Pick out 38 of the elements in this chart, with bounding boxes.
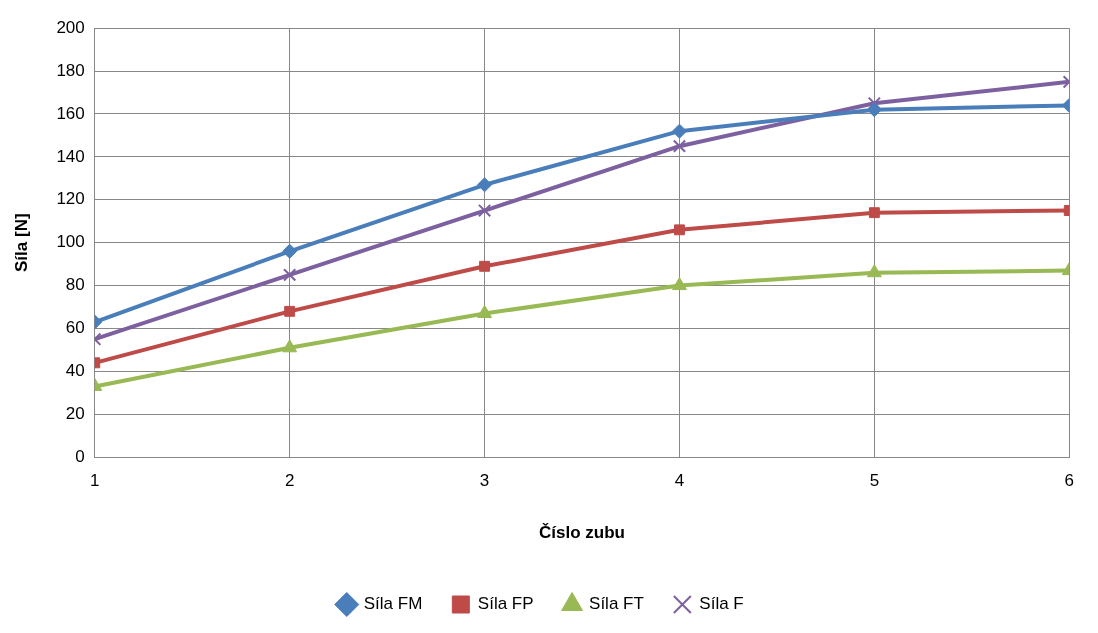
point	[282, 243, 298, 259]
point	[866, 102, 882, 118]
legend-label: Síla FP	[477, 594, 534, 614]
x-tick-label: 3	[479, 471, 490, 491]
y-axis-title: Síla [N]	[11, 213, 31, 272]
y-tick-label: 60	[65, 318, 85, 338]
y-tick-label: 100	[56, 232, 85, 252]
y-tick-label: 140	[56, 146, 85, 166]
point	[674, 224, 685, 236]
point	[284, 305, 296, 317]
x-tick-label: 6	[1064, 471, 1075, 491]
x-axis-title: Číslo zubu	[539, 523, 625, 543]
y-tick-label: 20	[65, 403, 85, 423]
y-tick-label: 120	[56, 189, 85, 209]
legend-label: Síla F	[699, 594, 744, 614]
point	[868, 207, 880, 219]
point	[479, 260, 491, 272]
x-tick-label: 4	[674, 471, 685, 491]
point	[282, 339, 298, 353]
point	[477, 304, 492, 318]
x-tick-label: 1	[90, 471, 100, 491]
y-tick-label: 40	[65, 361, 85, 381]
legend-label: Síla FM	[363, 594, 423, 614]
point	[671, 123, 687, 139]
y-tick-label: 180	[56, 60, 85, 80]
y-tick-label: 0	[75, 446, 85, 466]
point	[283, 268, 297, 282]
point	[477, 203, 492, 218]
point	[477, 177, 493, 193]
y-tick-label: 160	[56, 103, 85, 123]
point	[672, 139, 687, 153]
point	[672, 277, 687, 291]
legend-label: Síla FT	[589, 594, 644, 614]
y-tick-label: 200	[56, 17, 85, 37]
x-tick-label: 5	[869, 471, 880, 491]
x-tick-label: 2	[284, 471, 295, 491]
y-tick-label: 80	[65, 275, 85, 295]
point	[866, 264, 882, 278]
